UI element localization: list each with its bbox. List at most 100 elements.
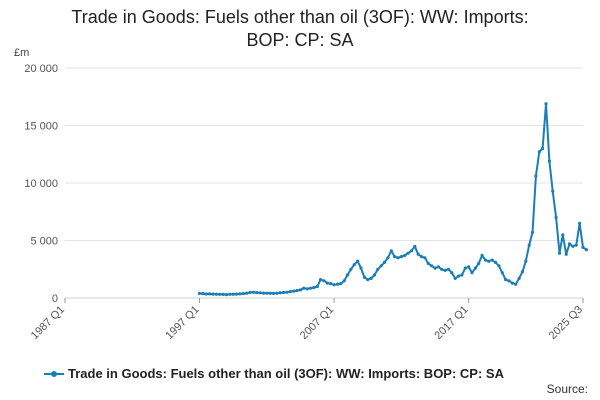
data-point[interactable] xyxy=(372,273,377,277)
data-point[interactable] xyxy=(382,260,387,264)
data-point[interactable] xyxy=(335,282,340,286)
data-point[interactable] xyxy=(322,279,326,283)
data-point[interactable] xyxy=(430,264,434,268)
data-point[interactable] xyxy=(251,290,255,294)
data-point[interactable] xyxy=(497,264,501,268)
data-point[interactable] xyxy=(362,275,366,279)
data-point[interactable] xyxy=(245,291,249,295)
data-point[interactable] xyxy=(456,274,461,278)
data-point[interactable] xyxy=(238,292,242,296)
data-point[interactable] xyxy=(248,290,252,295)
data-point[interactable] xyxy=(544,102,548,106)
data-point[interactable] xyxy=(308,286,313,290)
data-point[interactable] xyxy=(584,248,589,252)
data-point[interactable] xyxy=(376,267,380,271)
data-point[interactable] xyxy=(500,271,504,275)
data-point[interactable] xyxy=(537,150,541,154)
data-point[interactable] xyxy=(399,255,403,259)
data-point[interactable] xyxy=(218,292,222,296)
data-point[interactable] xyxy=(396,256,400,260)
data-point[interactable] xyxy=(450,271,454,275)
data-point[interactable] xyxy=(359,266,363,270)
data-point[interactable] xyxy=(345,273,350,277)
data-point[interactable] xyxy=(480,253,484,257)
data-point[interactable] xyxy=(315,284,319,289)
data-point[interactable] xyxy=(275,291,279,295)
data-point[interactable] xyxy=(369,276,373,280)
data-point[interactable] xyxy=(255,291,259,295)
data-point[interactable] xyxy=(312,286,316,290)
data-point[interactable] xyxy=(487,259,491,263)
data-point[interactable] xyxy=(409,249,414,253)
data-point[interactable] xyxy=(406,251,410,255)
data-point[interactable] xyxy=(571,244,575,248)
data-point[interactable] xyxy=(477,261,481,266)
data-point[interactable] xyxy=(329,282,333,286)
data-point[interactable] xyxy=(261,291,266,295)
data-point[interactable] xyxy=(446,267,451,271)
data-point[interactable] xyxy=(271,291,276,295)
data-point[interactable] xyxy=(530,230,535,234)
data-point[interactable] xyxy=(325,281,329,285)
data-point[interactable] xyxy=(258,291,262,295)
data-point[interactable] xyxy=(504,278,508,282)
data-point[interactable] xyxy=(436,265,440,269)
data-point[interactable] xyxy=(298,288,303,292)
data-point[interactable] xyxy=(483,258,488,262)
data-point[interactable] xyxy=(564,252,568,256)
data-point[interactable] xyxy=(295,288,299,293)
data-point[interactable] xyxy=(342,279,346,283)
data-point[interactable] xyxy=(581,245,585,249)
data-point[interactable] xyxy=(265,291,269,295)
data-point[interactable] xyxy=(292,289,296,293)
data-point[interactable] xyxy=(389,249,393,253)
data-point[interactable] xyxy=(282,290,286,295)
data-point[interactable] xyxy=(201,292,205,296)
data-point[interactable] xyxy=(302,286,306,290)
data-point[interactable] xyxy=(574,243,578,247)
data-point[interactable] xyxy=(490,258,494,262)
data-point[interactable] xyxy=(234,292,239,296)
data-point[interactable] xyxy=(578,221,582,225)
data-point[interactable] xyxy=(231,292,235,296)
data-point[interactable] xyxy=(352,263,356,267)
data-point[interactable] xyxy=(211,292,215,296)
data-point[interactable] xyxy=(547,159,552,163)
data-point[interactable] xyxy=(514,282,518,286)
data-point[interactable] xyxy=(339,282,343,286)
data-point[interactable] xyxy=(453,276,457,280)
data-point[interactable] xyxy=(433,266,437,270)
data-point[interactable] xyxy=(208,292,212,296)
data-point[interactable] xyxy=(534,174,538,178)
data-point[interactable] xyxy=(517,276,521,280)
data-point[interactable] xyxy=(423,256,427,260)
data-point[interactable] xyxy=(349,267,353,271)
data-point[interactable] xyxy=(204,292,208,296)
data-point[interactable] xyxy=(510,281,514,285)
data-point[interactable] xyxy=(379,264,383,268)
data-point[interactable] xyxy=(567,242,572,246)
data-point[interactable] xyxy=(319,278,323,282)
data-point[interactable] xyxy=(268,291,272,295)
data-point[interactable] xyxy=(221,292,225,296)
data-point[interactable] xyxy=(419,255,424,259)
data-point[interactable] xyxy=(393,255,397,259)
data-point[interactable] xyxy=(527,243,531,247)
data-point[interactable] xyxy=(416,252,420,256)
legend[interactable]: Trade in Goods: Fuels other than oil (3O… xyxy=(44,366,504,381)
data-point[interactable] xyxy=(366,278,370,282)
data-point[interactable] xyxy=(507,279,511,283)
data-point[interactable] xyxy=(305,287,309,291)
data-point[interactable] xyxy=(470,271,474,275)
data-point[interactable] xyxy=(241,292,245,296)
data-point[interactable] xyxy=(285,290,289,294)
data-point[interactable] xyxy=(520,270,525,274)
data-point[interactable] xyxy=(440,267,444,271)
data-point[interactable] xyxy=(524,259,528,263)
data-point[interactable] xyxy=(561,233,565,237)
data-point[interactable] xyxy=(403,253,407,257)
data-point[interactable] xyxy=(332,283,336,287)
data-point[interactable] xyxy=(473,266,477,270)
data-point[interactable] xyxy=(278,291,282,295)
data-point[interactable] xyxy=(426,261,430,266)
